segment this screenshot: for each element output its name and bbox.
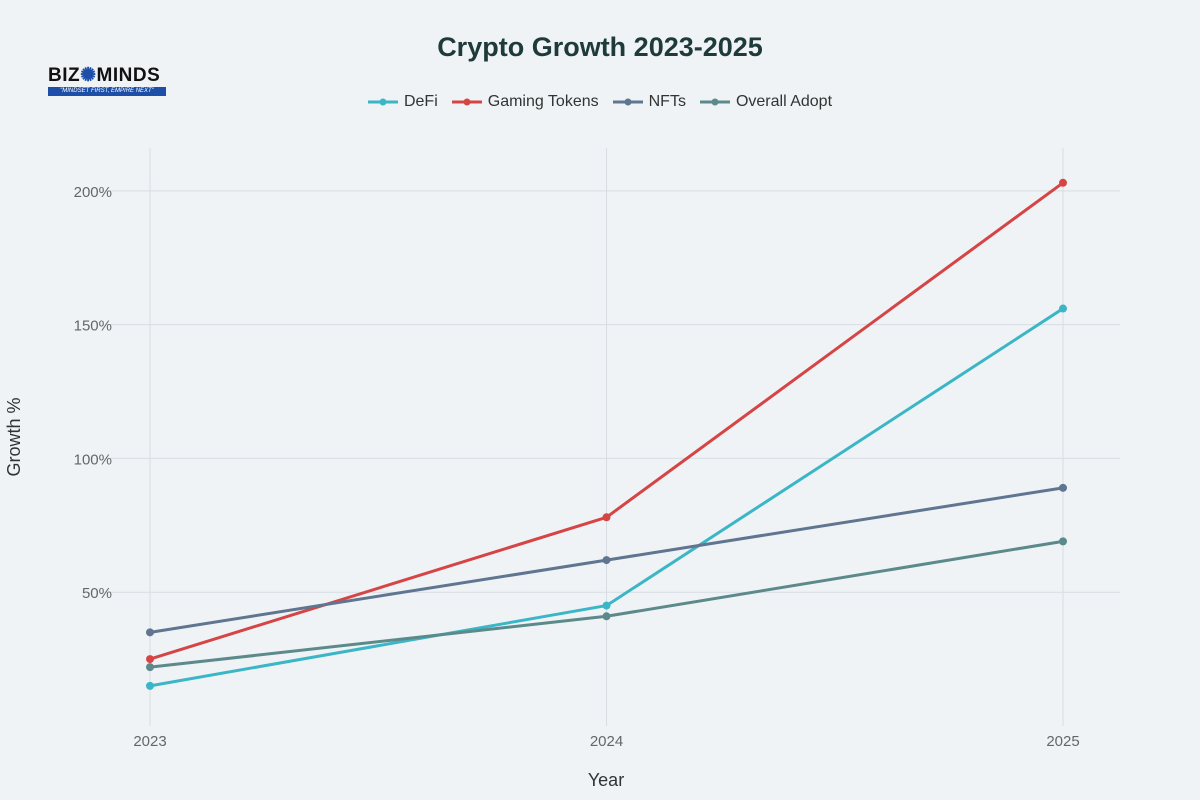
data-point: [1059, 178, 1067, 187]
legend-item[interactable]: Gaming Tokens: [451, 93, 599, 111]
brand-logo: BIZ✺MINDS "MINDSET FIRST, EMPIRE NEXT": [48, 66, 166, 96]
data-point: [1059, 537, 1067, 546]
legend-line-marker-icon: [612, 98, 643, 106]
legend-line-marker-icon: [451, 98, 482, 106]
y-tick-label: 100%: [74, 451, 112, 468]
y-axis-title: Growth %: [4, 397, 24, 476]
data-point: [602, 513, 611, 522]
data-point: [146, 628, 154, 637]
data-point: [602, 556, 611, 565]
x-tick-label: 2025: [1046, 733, 1079, 750]
legend: DeFi Gaming Tokens NFTs Overall Adopt: [0, 93, 1200, 111]
x-axis-title: Year: [588, 770, 624, 790]
logo-tagline: "MINDSET FIRST, EMPIRE NEXT": [48, 87, 166, 96]
x-tick-label: 2023: [133, 733, 166, 750]
y-tick-label: 150%: [74, 318, 112, 335]
data-point: [146, 655, 154, 664]
data-point: [1059, 483, 1067, 492]
data-point: [146, 681, 154, 690]
x-tick-label: 2024: [590, 733, 623, 750]
data-point: [146, 663, 154, 672]
legend-label: Gaming Tokens: [487, 93, 599, 110]
legend-item[interactable]: Overall Adopt: [699, 93, 833, 111]
legend-line-marker-icon: [367, 98, 398, 106]
legend-label: NFTs: [648, 93, 686, 110]
y-tick-label: 200%: [74, 184, 112, 201]
legend-label: DeFi: [403, 93, 438, 110]
data-point: [602, 601, 611, 610]
legend-item[interactable]: NFTs: [612, 93, 686, 111]
legend-line-marker-icon: [699, 98, 730, 106]
logo-text: BIZ✺MINDS: [48, 65, 161, 86]
data-point: [602, 612, 611, 621]
y-tick-label: 50%: [82, 585, 112, 602]
legend-item[interactable]: DeFi: [367, 93, 438, 111]
chart-title: Crypto Growth 2023-2025: [437, 32, 763, 62]
legend-label: Overall Adopt: [735, 93, 833, 110]
data-point: [1059, 304, 1067, 313]
